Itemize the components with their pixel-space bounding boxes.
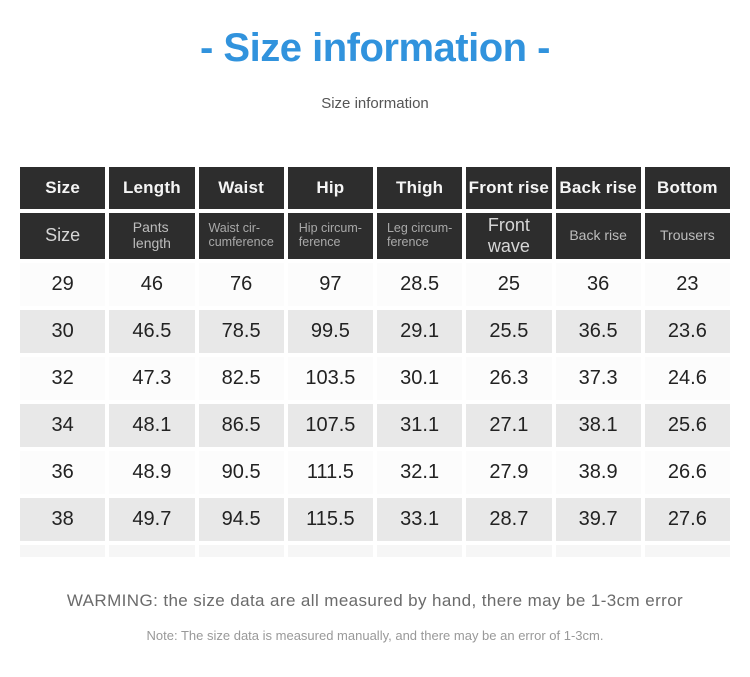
subheader-row: Size Pants length Waist cir- cumference Hip… [20,213,730,259]
cell-front-rise: 25.5 [466,310,552,353]
size-table-head: Size Length Waist Hip Thigh Front rise Back ri… [20,167,730,259]
column-subheader-hip: Hip circum- ference [287,213,373,259]
cell-empty [555,545,641,557]
cell-bottom: 27.6 [644,498,730,541]
column-subheader-label: Hip circum- ference [298,220,362,250]
column-header-waist: Waist [198,167,284,209]
cell-length: 46 [109,263,195,306]
cell-length: 46.5 [109,310,195,353]
cell-length: 48.1 [109,404,195,447]
column-subheader-label: Front wave [487,214,530,256]
column-subheader-label: Waist cir- cumference [208,220,274,250]
column-header-back-rise: Back rise [555,167,641,209]
table-row-size-30: 30 46.5 78.5 99.5 29.1 25.5 36.5 23.6 [20,310,730,353]
cell-back-rise: 36.5 [555,310,641,353]
size-table: Size Length Waist Hip Thigh Front rise Back ri… [16,163,734,561]
column-subheader-label: Size [45,225,81,246]
column-subheader-label: Leg circum- ference [386,220,453,250]
cell-front-rise: 28.7 [466,498,552,541]
cell-size: 38 [20,498,106,541]
cell-size: 30 [20,310,106,353]
page-title: - Size information - [200,26,551,70]
header-row: Size Length Waist Hip Thigh Front rise Back ri… [20,167,730,209]
column-header-thigh: Thigh [377,167,463,209]
cell-front-rise: 27.9 [466,451,552,494]
cell-thigh: 30.1 [377,357,463,400]
cell-back-rise: 36 [555,263,641,306]
cell-empty [466,545,552,557]
cell-length: 47.3 [109,357,195,400]
table-row-empty [20,545,730,557]
cell-front-rise: 27.1 [466,404,552,447]
cell-bottom: 24.6 [644,357,730,400]
column-header-size: Size [20,167,106,209]
cell-size: 29 [20,263,106,306]
cell-bottom: 23.6 [644,310,730,353]
cell-empty [644,545,730,557]
column-header-length: Length [109,167,195,209]
cell-empty [377,545,463,557]
column-header-bottom: Bottom [644,167,730,209]
cell-hip: 107.5 [287,404,373,447]
warning-text: WARMING: the size data are all measured … [66,591,684,610]
cell-bottom: 23 [644,263,730,306]
column-header-hip: Hip [287,167,373,209]
column-header-front-rise: Front rise [466,167,552,209]
cell-hip: 103.5 [287,357,373,400]
column-subheader-front-rise: Front wave [466,213,552,259]
cell-waist: 82.5 [198,357,284,400]
cell-waist: 94.5 [198,498,284,541]
cell-thigh: 29.1 [377,310,463,353]
cell-back-rise: 37.3 [555,357,641,400]
cell-empty [198,545,284,557]
column-subheader-bottom: Trousers [644,213,730,259]
column-subheader-waist: Waist cir- cumference [198,213,284,259]
cell-size: 36 [20,451,106,494]
cell-back-rise: 39.7 [555,498,641,541]
cell-empty [109,545,195,557]
cell-hip: 111.5 [287,451,373,494]
column-subheader-label: Trousers [660,227,715,243]
cell-thigh: 28.5 [377,263,463,306]
column-subheader-length: Pants length [109,213,195,259]
cell-empty [20,545,106,557]
note-text: Note: The size data is measured manually… [146,628,604,643]
table-row-size-36: 36 48.9 90.5 111.5 32.1 27.9 38.9 26.6 [20,451,730,494]
cell-hip: 99.5 [287,310,373,353]
cell-size: 34 [20,404,106,447]
table-row-size-34: 34 48.1 86.5 107.5 31.1 27.1 38.1 25.6 [20,404,730,447]
cell-bottom: 25.6 [644,404,730,447]
column-subheader-label: Back rise [569,227,627,243]
table-row-size-38: 38 49.7 94.5 115.5 33.1 28.7 39.7 27.6 [20,498,730,541]
column-subheader-thigh: Leg circum- ference [377,213,463,259]
column-subheader-label: Pants length [132,218,171,252]
cell-front-rise: 26.3 [466,357,552,400]
cell-length: 48.9 [109,451,195,494]
table-row-size-29: 29 46 76 97 28.5 25 36 23 [20,263,730,306]
cell-thigh: 32.1 [377,451,463,494]
cell-size: 32 [20,357,106,400]
cell-back-rise: 38.9 [555,451,641,494]
cell-hip: 115.5 [287,498,373,541]
cell-back-rise: 38.1 [555,404,641,447]
column-subheader-size: Size [20,213,106,259]
size-table-body: 29 46 76 97 28.5 25 36 23 30 46.5 78.5 99.5 29.1 25.5… [20,263,730,557]
column-subheader-back-rise: Back rise [555,213,641,259]
cell-waist: 90.5 [198,451,284,494]
cell-front-rise: 25 [466,263,552,306]
cell-thigh: 33.1 [377,498,463,541]
cell-empty [287,545,373,557]
cell-length: 49.7 [109,498,195,541]
cell-hip: 97 [287,263,373,306]
page-subtitle: Size information [321,95,429,112]
cell-waist: 86.5 [198,404,284,447]
table-row-size-32: 32 47.3 82.5 103.5 30.1 26.3 37.3 24.6 [20,357,730,400]
cell-bottom: 26.6 [644,451,730,494]
cell-waist: 76 [198,263,284,306]
cell-thigh: 31.1 [377,404,463,447]
cell-waist: 78.5 [198,310,284,353]
